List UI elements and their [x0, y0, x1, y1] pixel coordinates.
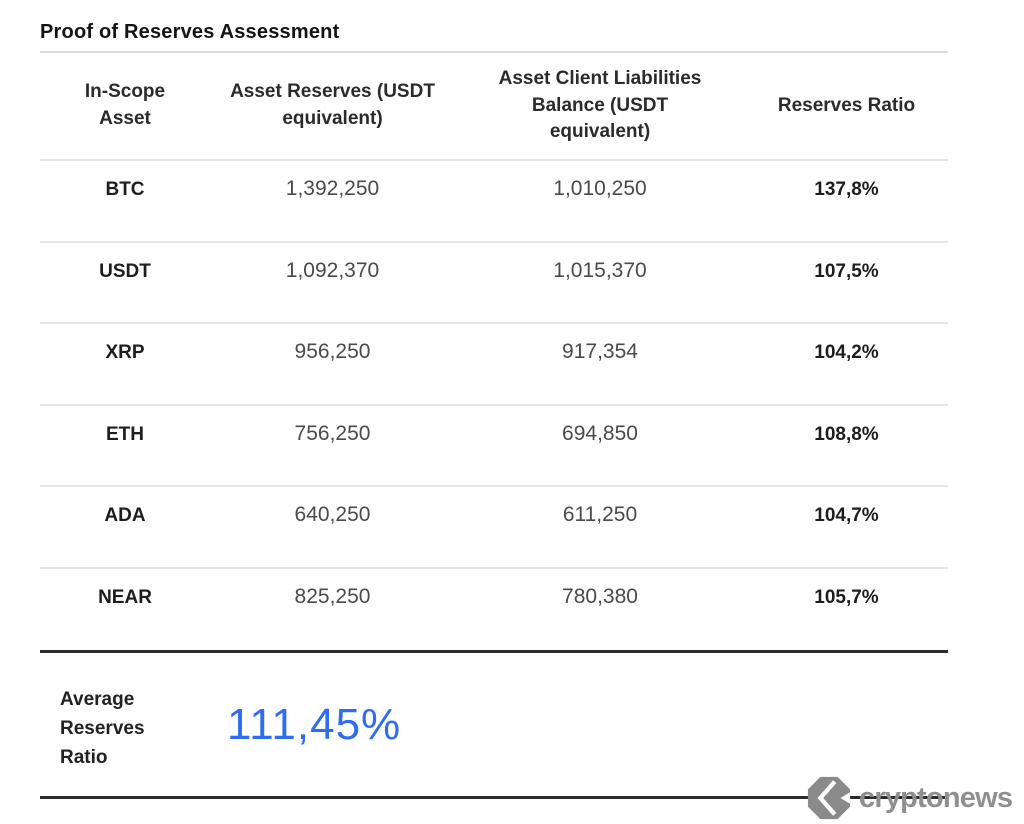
average-reserves-ratio-value: 111,45% — [227, 700, 402, 749]
liabilities-value: 611,250 — [562, 503, 638, 526]
reserves-ratio-value: 107,5% — [814, 260, 879, 282]
asset-reserves-value: 956,250 — [294, 340, 371, 363]
table-header-row: In-Scope Asset Asset Reserves (USDT equi… — [40, 51, 948, 161]
asset-name: ETH — [106, 423, 144, 445]
reserves-ratio-value: 137,8% — [814, 179, 879, 200]
asset-name: ADA — [104, 505, 146, 526]
liabilities-value: 694,850 — [562, 421, 638, 445]
reserves-ratio-value: 104,7% — [814, 505, 879, 526]
reserves-ratio-value: 108,8% — [814, 423, 879, 445]
liabilities-value: 917,354 — [562, 340, 638, 363]
asset-reserves-value: 640,250 — [294, 503, 371, 526]
table-row: NEAR 825,250 780,380 105,7% — [40, 569, 948, 651]
reserves-ratio-value: 105,7% — [814, 586, 879, 608]
asset-reserves-value: 825,250 — [294, 584, 371, 608]
reserves-ratio-value: 104,2% — [814, 342, 879, 363]
reserves-table: In-Scope Asset Asset Reserves (USDT equi… — [40, 51, 948, 650]
asset-name: USDT — [99, 260, 151, 282]
asset-reserves-value: 1,092,370 — [285, 258, 380, 282]
cryptonews-logo: cryptonews — [806, 775, 1013, 821]
table-row: ADA 640,250 611,250 104,7% — [40, 487, 948, 569]
asset-name: XRP — [105, 342, 145, 363]
liabilities-value: 1,015,370 — [553, 258, 647, 282]
table-row: ETH 756,250 694,850 108,8% — [40, 406, 948, 487]
bottom-divider — [40, 796, 948, 799]
asset-name: NEAR — [98, 586, 152, 608]
asset-reserves-value: 756,250 — [294, 421, 371, 445]
header-label: Asset Reserves (USDT equivalent) — [230, 81, 435, 129]
header-label: In-Scope Asset — [84, 81, 166, 129]
liabilities-value: 780,380 — [562, 584, 638, 608]
header-label: Reserves Ratio — [777, 94, 916, 116]
header-reserves-ratio: Reserves Ratio — [745, 93, 948, 120]
header-in-scope-asset: In-Scope Asset — [40, 79, 210, 132]
header-asset-reserves: Asset Reserves (USDT equivalent) — [210, 79, 455, 132]
table-row: USDT 1,092,370 1,015,370 107,5% — [40, 243, 948, 324]
summary-top-divider — [40, 650, 948, 653]
asset-reserves-value: 1,392,250 — [285, 177, 380, 200]
cryptonews-icon — [807, 776, 851, 820]
table-row: BTC 1,392,250 1,010,250 137,8% — [40, 161, 948, 243]
asset-name: BTC — [105, 179, 145, 200]
average-reserves-ratio-label: Average Reserves Ratio — [60, 689, 145, 768]
table-row: XRP 956,250 917,354 104,2% — [40, 324, 948, 406]
cryptonews-wordmark: cryptonews — [859, 781, 1013, 814]
header-client-liabilities: Asset Client Liabilities Balance (USDT e… — [455, 66, 745, 146]
page-title: Proof of Reserves Assessment — [40, 21, 340, 43]
header-label: Asset Client Liabilities Balance (USDT e… — [498, 68, 702, 143]
liabilities-value: 1,010,250 — [553, 177, 647, 200]
